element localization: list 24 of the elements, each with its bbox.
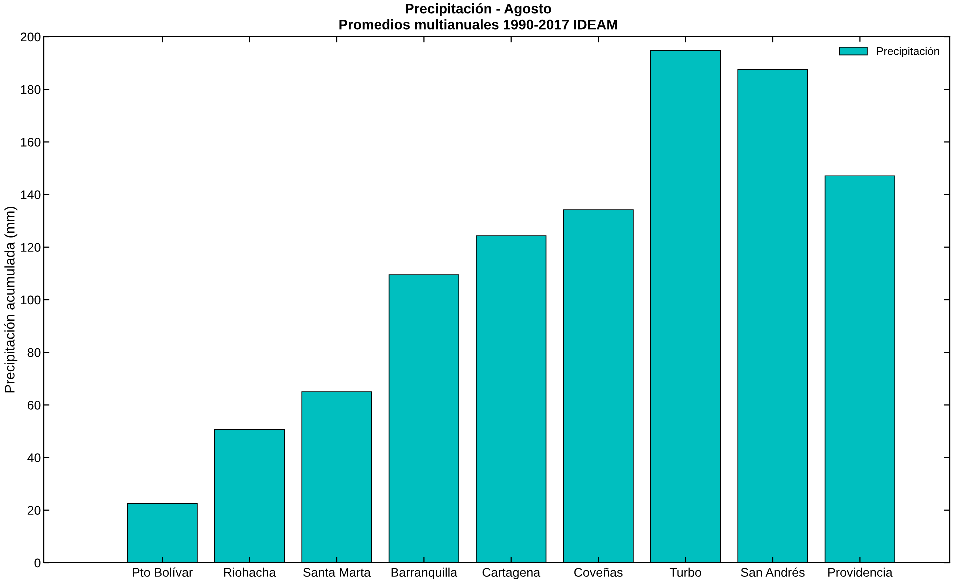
x-tick-label: Providencia	[828, 568, 893, 578]
y-tick-label: 60	[28, 401, 41, 410]
y-axis-title: Precipitación acumulada (mm)	[4, 207, 18, 393]
y-tick-label: 100	[21, 296, 41, 305]
x-tick-label: Barranquilla	[392, 568, 458, 580]
y-tick-label: 180	[21, 85, 41, 94]
y-tick-label: 20	[28, 506, 41, 516]
y-tick-label: 80	[28, 348, 41, 358]
x-tick-label: San Andrés	[741, 568, 805, 578]
y-tick-label: 0	[34, 558, 41, 568]
y-tick-label: 120	[21, 243, 41, 252]
x-tick-label: Cartagena	[482, 568, 541, 580]
x-tick-label: Turbo	[670, 568, 702, 578]
x-tick-label: Pto Bolívar	[133, 568, 193, 578]
y-tick-label: 160	[21, 138, 41, 147]
legend-label: Precipitación	[877, 47, 940, 58]
x-tick-label: Santa Marta	[304, 568, 372, 578]
y-tick-label: 40	[28, 454, 41, 462]
x-tick-label: Riohacha	[224, 568, 276, 578]
chart-subtitle: Promedios multianuales 1990-2017 IDEAM	[340, 20, 618, 30]
y-tick-label: 200	[21, 32, 41, 42]
x-tick-label: Coveñas	[574, 568, 623, 578]
y-tick-label: 140	[21, 190, 41, 200]
chart-title: Precipitación - Agosto	[406, 3, 552, 17]
